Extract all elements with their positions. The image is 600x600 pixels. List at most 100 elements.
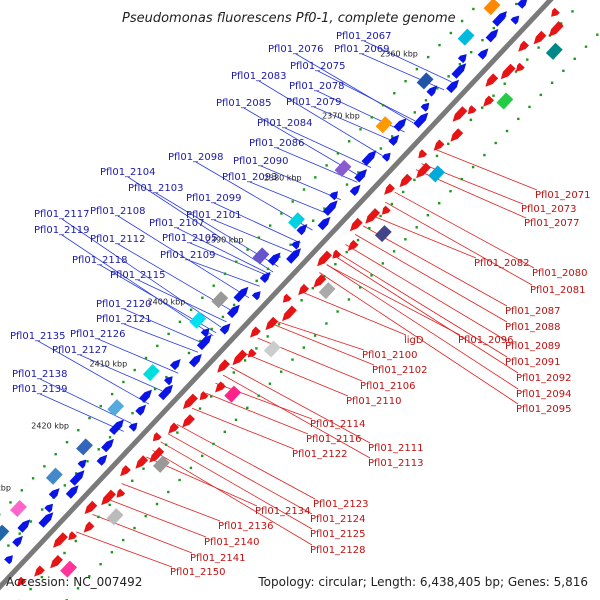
guide-dot xyxy=(526,58,529,61)
guide-dot xyxy=(357,171,360,174)
leader-line xyxy=(326,264,461,336)
gene-label-reverse: Pfl01_2087 xyxy=(505,306,561,317)
guide-dot xyxy=(539,93,542,97)
guide-dot xyxy=(88,416,91,420)
gene-label-reverse: Pfl01_2080 xyxy=(532,268,588,279)
guide-dot xyxy=(514,70,518,73)
forward-gene-arrow xyxy=(286,248,301,264)
gene-label-forward: Pfl01_2115 xyxy=(110,270,166,281)
guide-dot xyxy=(314,176,317,179)
reverse-gene-labels: Pfl01_2071 Pfl01_2073 Pfl01_2077 Pfl01_2082… xyxy=(170,190,591,578)
reverse-gene-arrow xyxy=(232,349,248,366)
gene-label-forward: Pfl01_2099 xyxy=(186,193,242,204)
gene-label-forward: Pfl01_2069 xyxy=(334,44,390,55)
genome-summary-text: Topology: circular; Length: 6,438,405 bp… xyxy=(257,575,588,589)
gene-feature-box xyxy=(76,438,93,456)
gene-label-forward: Pfl01_2135 xyxy=(10,331,66,342)
forward-gene-arrow xyxy=(158,384,173,401)
gene-label-forward: Pfl01_2107 xyxy=(149,218,205,229)
guide-dot xyxy=(187,351,191,355)
genome-backbone xyxy=(0,0,554,591)
guide-dot xyxy=(336,310,339,313)
guide-dot xyxy=(269,224,272,227)
reverse-gene-arrow xyxy=(250,326,261,338)
forward-gene-arrow xyxy=(413,112,429,129)
guide-dot xyxy=(379,147,383,150)
guide-dot xyxy=(322,275,326,278)
guide-dot xyxy=(458,63,462,66)
leader-line xyxy=(295,53,414,124)
guide-dot xyxy=(438,43,441,47)
gene-feature-box xyxy=(107,399,125,417)
leader-line xyxy=(276,147,358,183)
guide-dot xyxy=(291,358,294,361)
guide-dot xyxy=(212,442,215,446)
guide-dot xyxy=(99,404,102,408)
guide-dot xyxy=(402,190,405,194)
guide-dot xyxy=(494,141,497,145)
gene-label-forward: Pfl01_2103 xyxy=(128,183,184,194)
gene-label-forward: Pfl01_2126 xyxy=(70,329,126,340)
leader-line xyxy=(152,449,313,546)
guide-dot xyxy=(63,551,66,555)
guide-dot xyxy=(325,164,328,167)
gene-label-reverse: Pfl01_2077 xyxy=(524,218,580,229)
leader-line xyxy=(394,191,535,269)
gene-feature-box xyxy=(375,116,393,134)
forward-gene-arrow xyxy=(128,422,138,432)
guide-dot xyxy=(164,443,168,446)
guide-dot xyxy=(246,406,249,409)
leader-line xyxy=(123,308,206,345)
guide-dot xyxy=(280,370,283,373)
guide-dot xyxy=(20,489,23,492)
reverse-gene-arrow xyxy=(116,488,126,498)
ruler-tick-label: 2420 kbp xyxy=(31,421,69,430)
guide-dot xyxy=(108,436,112,439)
guide-dot xyxy=(381,262,384,265)
gene-label-forward: Pfl01_2078 xyxy=(289,81,345,92)
guide-dot xyxy=(311,287,314,290)
gene-label-reverse: Pfl01_2071 xyxy=(535,190,591,201)
guide-dot xyxy=(232,371,235,374)
guide-dot xyxy=(156,344,159,348)
forward-gene-arrow xyxy=(267,252,281,266)
guide-dot xyxy=(381,104,385,107)
gene-feature-box xyxy=(10,499,27,518)
reverse-gene-arrow xyxy=(83,521,95,533)
leader-line xyxy=(260,165,342,201)
guide-dot xyxy=(415,67,419,71)
gene-feature-box xyxy=(288,212,305,230)
forward-gene-arrow xyxy=(485,29,499,43)
guide-dot xyxy=(110,551,114,554)
reverse-gene-arrow xyxy=(313,274,327,288)
reverse-gene-arrow xyxy=(17,576,27,586)
guide-dot xyxy=(560,22,563,25)
reverse-gene-arrow xyxy=(347,239,359,251)
leader-line xyxy=(121,483,221,522)
leader-line xyxy=(39,393,124,432)
guide-dot xyxy=(257,394,260,397)
guide-dot xyxy=(108,503,111,507)
gene-feature-box xyxy=(545,42,563,60)
forward-gene-arrow xyxy=(517,0,528,9)
reverse-gene-arrow xyxy=(34,565,45,577)
reverse-gene-arrow xyxy=(53,532,68,548)
gene-label-reverse: Pfl01_2122 xyxy=(292,449,348,460)
guide-dot xyxy=(178,320,182,323)
gene-label-forward: Pfl01_2076 xyxy=(268,44,324,55)
leader-line xyxy=(362,225,508,307)
guide-dot xyxy=(550,81,554,84)
gene-label-reverse: Pfl01_2096 xyxy=(458,335,514,346)
guide-dot xyxy=(257,236,261,239)
gene-label-forward: Pfl01_2109 xyxy=(160,250,216,261)
guide-dot xyxy=(413,178,416,182)
forward-gene-arrow xyxy=(259,271,271,283)
gene-label-reverse: Pfl01_2106 xyxy=(360,381,416,392)
forward-gene-arrow xyxy=(291,240,300,250)
leader-line xyxy=(127,176,274,273)
forward-gene-arrow xyxy=(233,286,249,303)
guide-dot xyxy=(280,212,283,215)
gene-label-forward: Pfl01_2105 xyxy=(162,233,218,244)
reverse-gene-arrow xyxy=(217,359,230,373)
